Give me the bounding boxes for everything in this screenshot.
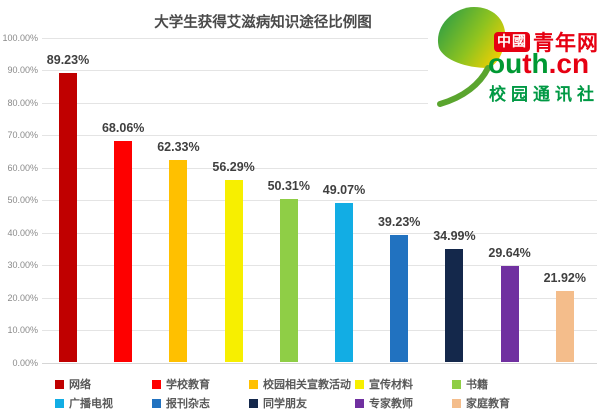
brand-domain-part: ou: [488, 48, 523, 79]
legend-label: 同学朋友: [263, 398, 307, 410]
y-axis-tick-label: 30.00%: [7, 260, 38, 270]
legend-label: 网络: [69, 379, 91, 391]
brand-domain-part: t: [522, 48, 532, 79]
legend-item: 家庭教育: [452, 395, 510, 411]
bar: [224, 179, 243, 363]
bar-value-label: 56.29%: [212, 159, 255, 174]
legend-item: 网络: [55, 376, 91, 392]
legend-swatch: [55, 398, 64, 408]
gridline: [42, 70, 597, 71]
legend-swatch: [249, 379, 258, 389]
legend-label: 宣传材料: [369, 379, 413, 391]
legend-swatch: [452, 398, 461, 408]
brand-domain-part: h: [531, 48, 549, 79]
gridline: [42, 362, 597, 364]
legend-swatch: [55, 379, 64, 389]
legend-label: 学校教育: [166, 379, 210, 391]
y-axis-tick-label: 70.00%: [7, 130, 38, 140]
y-axis-tick-label: 90.00%: [7, 65, 38, 75]
bar-value-label: 49.07%: [322, 183, 366, 198]
legend-label: 报刊杂志: [166, 398, 210, 410]
legend-item: 学校教育: [152, 376, 210, 392]
gridline: [42, 330, 597, 331]
legend-label: 校园相关宣教活动: [263, 379, 351, 391]
bar-value-label: 21.92%: [543, 271, 586, 286]
bar: [279, 198, 298, 363]
legend-label: 广播电视: [69, 398, 113, 410]
gridline: [42, 167, 597, 169]
legend-item: 校园相关宣教活动: [249, 376, 351, 392]
y-axis-tick-label: 10.00%: [7, 325, 38, 335]
y-axis-tick-label: 80.00%: [7, 97, 38, 108]
gridline: [42, 135, 597, 136]
legend-item: 广播电视: [55, 395, 113, 411]
brand-name: 青年网: [533, 32, 599, 55]
bar: [500, 266, 519, 363]
bar: [390, 235, 409, 363]
brand-domain-part: .cn: [548, 48, 590, 79]
legend-swatch: [355, 398, 364, 408]
legend-swatch: [452, 379, 461, 389]
gridline: [42, 265, 597, 266]
bar: [59, 72, 77, 363]
bar-value-label: 34.99%: [433, 228, 476, 243]
bar: [335, 203, 353, 363]
gridline: [42, 102, 597, 104]
legend-swatch: [152, 398, 161, 408]
legend-item: 书籍: [452, 376, 488, 392]
bar-value-label: 29.64%: [488, 246, 531, 261]
gridline: [42, 200, 597, 201]
legend-item: 同学朋友: [249, 395, 307, 411]
brand-logo: 中國 青年网 outh.cn 校园通讯社: [428, 0, 600, 110]
gridline: [42, 37, 597, 39]
bar-value-label: 39.23%: [377, 215, 421, 229]
bar: [169, 159, 188, 363]
y-axis-tick-label: 100.00%: [2, 32, 38, 43]
bar-value-label: 50.31%: [267, 178, 310, 193]
y-axis-tick-label: 40.00%: [7, 227, 38, 238]
gridline: [42, 232, 597, 234]
legend-swatch: [152, 379, 161, 389]
bar-value-label: 89.23%: [46, 52, 90, 67]
legend-swatch: [355, 379, 364, 389]
bar: [114, 141, 133, 363]
y-axis-tick-label: 20.00%: [7, 292, 38, 303]
legend-label: 书籍: [466, 379, 488, 391]
legend-label: 专家教师: [369, 398, 413, 410]
legend-item: 宣传材料: [355, 376, 413, 392]
bar-value-label: 62.33%: [157, 139, 200, 154]
chart-title: 大学生获得艾滋病知识途径比例图: [154, 15, 372, 31]
gridline: [42, 297, 597, 299]
y-axis-tick-label: 60.00%: [7, 162, 38, 173]
legend-item: 报刊杂志: [152, 395, 210, 411]
bar-value-label: 68.06%: [101, 121, 145, 136]
brand-badge: 中國: [494, 32, 530, 52]
legend-label: 家庭教育: [466, 398, 510, 410]
bar: [445, 248, 464, 363]
brand-subtitle: 校园通讯社: [489, 85, 599, 104]
bar: [555, 291, 574, 363]
legend-item: 专家教师: [355, 395, 413, 411]
y-axis-tick-label: 50.00%: [7, 195, 38, 205]
legend-swatch: [249, 398, 258, 408]
y-axis-tick-label: 0.00%: [12, 357, 38, 368]
ginkgo-leaf-icon: [428, 2, 506, 113]
brand-domain: outh.cn: [488, 48, 589, 80]
